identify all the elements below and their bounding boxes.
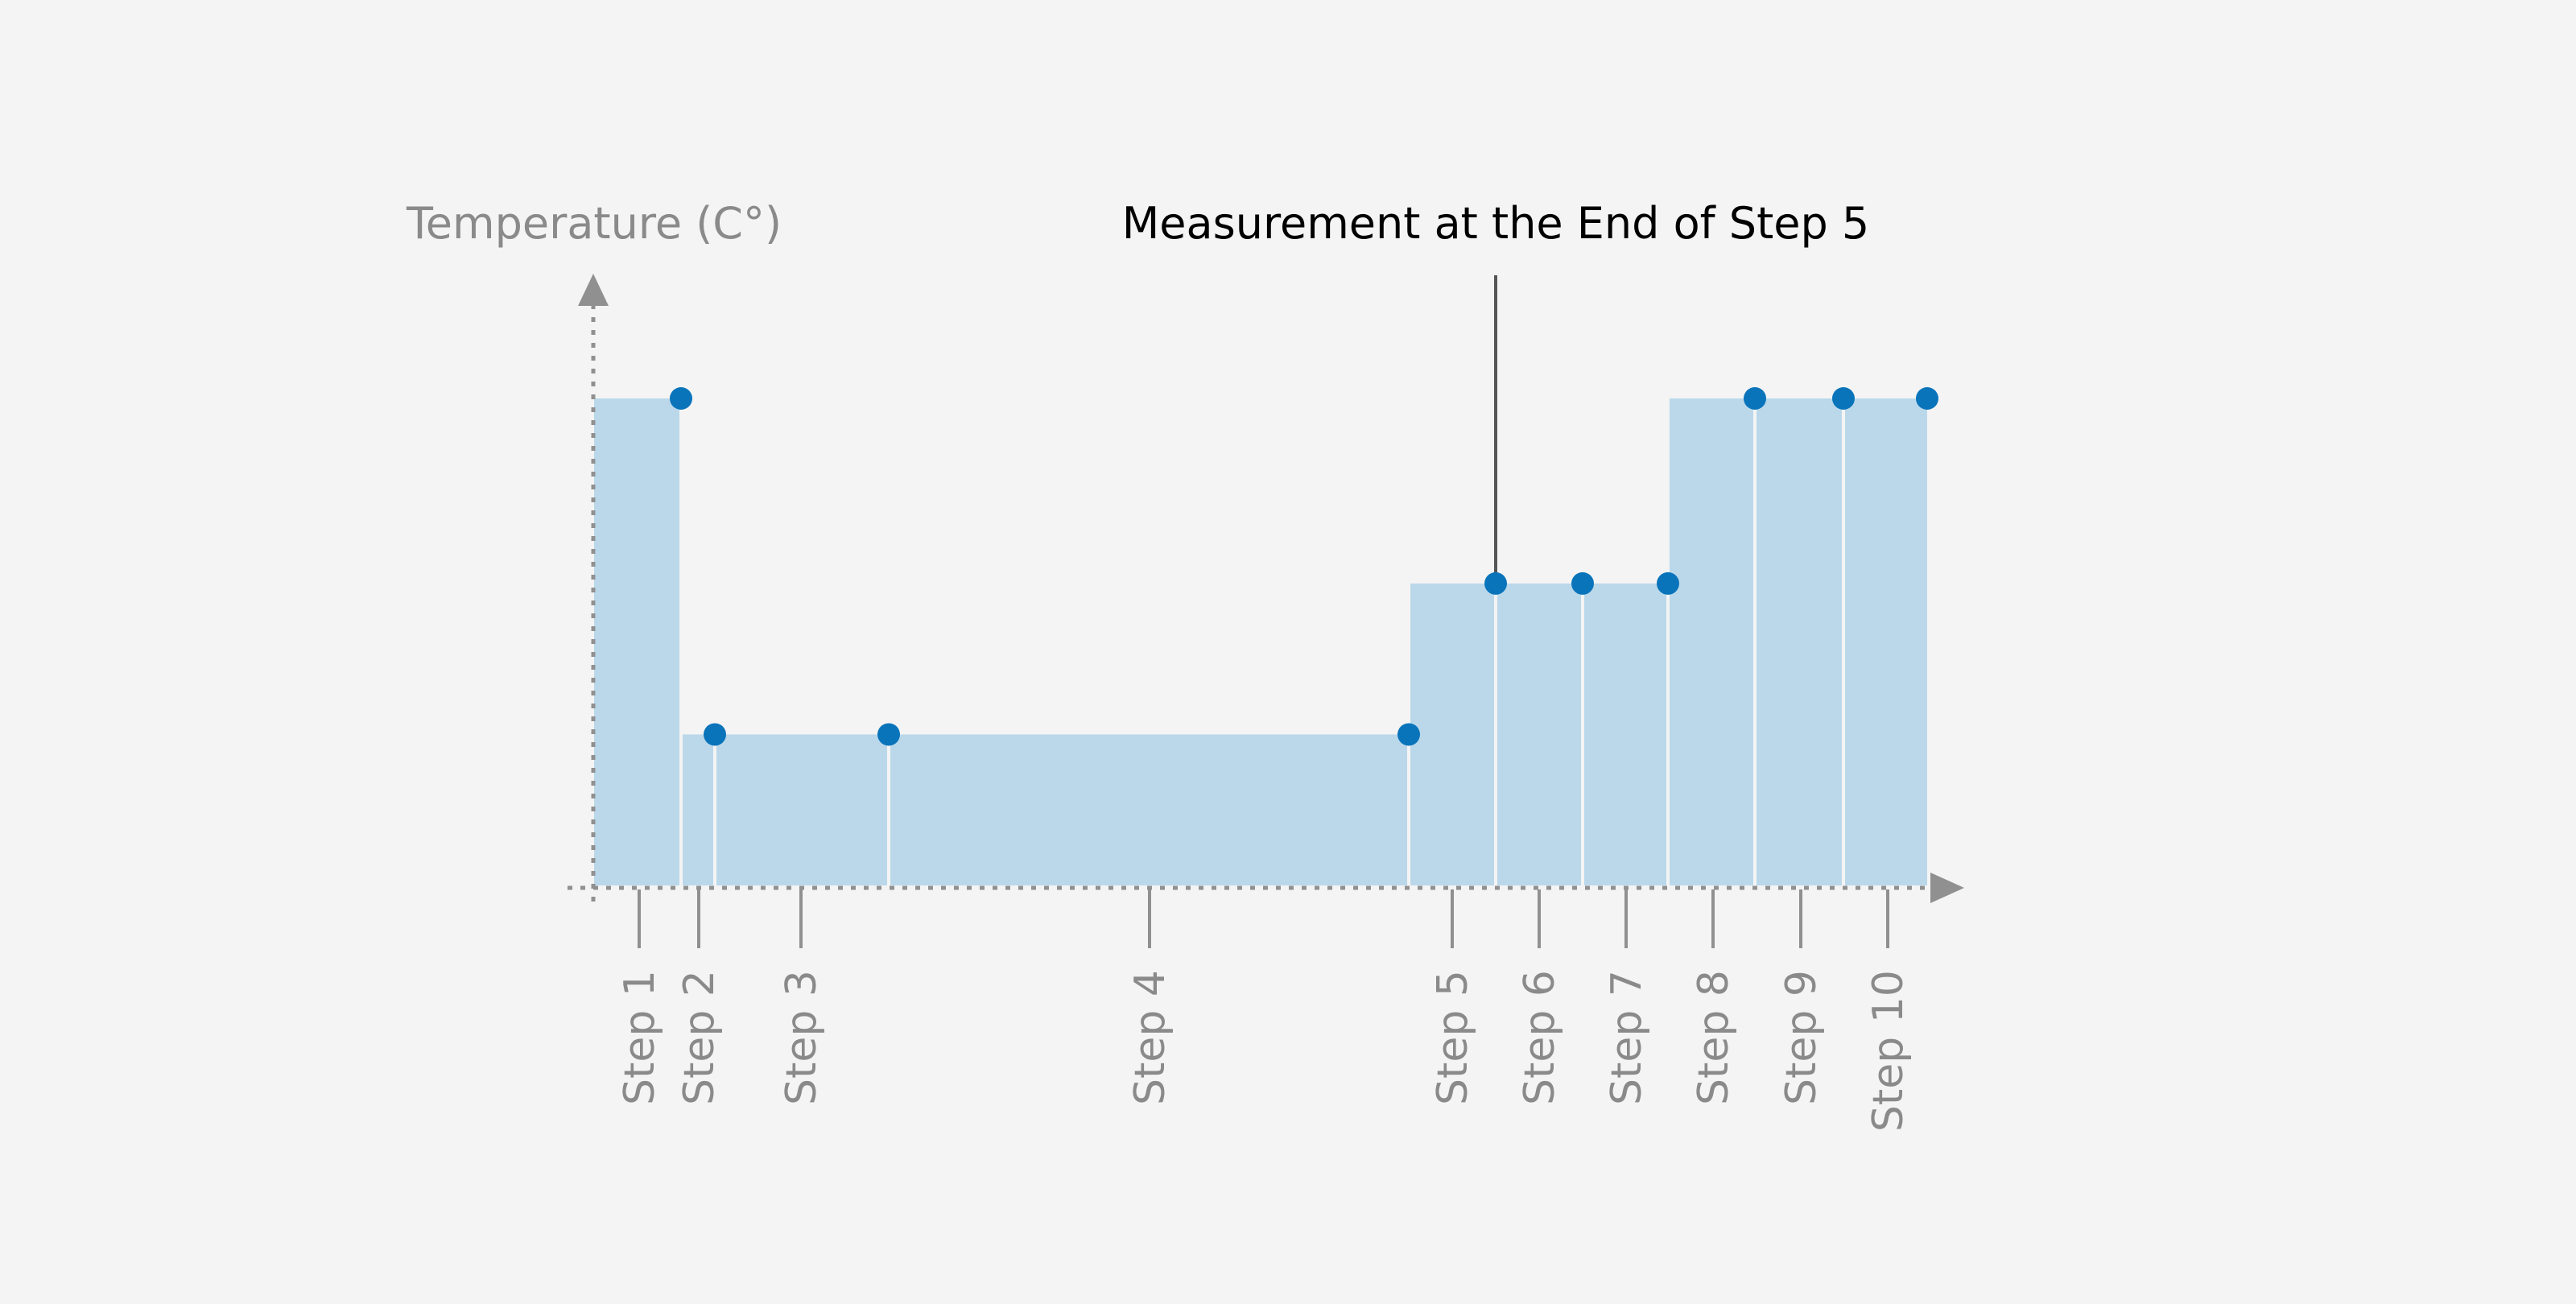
- step-label: Step 5: [1429, 970, 1477, 1105]
- measurement-point: [704, 723, 726, 746]
- measurement-point: [1916, 387, 1938, 410]
- temperature-segment: [683, 734, 1409, 885]
- step-label: Step 10: [1864, 970, 1913, 1132]
- measurement-points: [670, 387, 1938, 746]
- y-axis-arrow: [578, 274, 609, 306]
- step-label: Step 8: [1690, 970, 1738, 1105]
- annotation-text: Measurement at the End of Step 5: [1122, 198, 1870, 249]
- measurement-point: [1657, 572, 1679, 595]
- step-labels: Step 1 Step 2 Step 3 Step 4 Step 5 Step 6 Step…: [616, 970, 1913, 1132]
- measurement-point: [1832, 387, 1855, 410]
- measurement-point: [1744, 387, 1766, 410]
- temperature-segment: [1670, 398, 1927, 885]
- step-label: Step 6: [1516, 970, 1564, 1105]
- temperature-area: [594, 398, 1927, 885]
- step-label: Step 9: [1777, 970, 1826, 1105]
- measurement-point: [670, 387, 692, 410]
- step-label: Step 3: [778, 970, 826, 1105]
- measurement-point: [1397, 723, 1420, 746]
- step-label: Step 4: [1126, 970, 1174, 1105]
- step-label: Step 2: [675, 970, 724, 1105]
- step-ticks: [638, 889, 1889, 948]
- measurement-point: [1571, 572, 1594, 595]
- temperature-segment: [594, 398, 681, 885]
- measurement-point: [877, 723, 900, 746]
- temperature-segment: [1410, 583, 1668, 885]
- step-dividers: [679, 398, 1845, 885]
- step-label: Step 1: [616, 970, 664, 1105]
- x-axis-arrow: [1930, 873, 1964, 903]
- measurement-point: [1484, 572, 1507, 595]
- step-label: Step 7: [1603, 970, 1651, 1105]
- y-axis-label: Temperature (C°): [406, 198, 782, 249]
